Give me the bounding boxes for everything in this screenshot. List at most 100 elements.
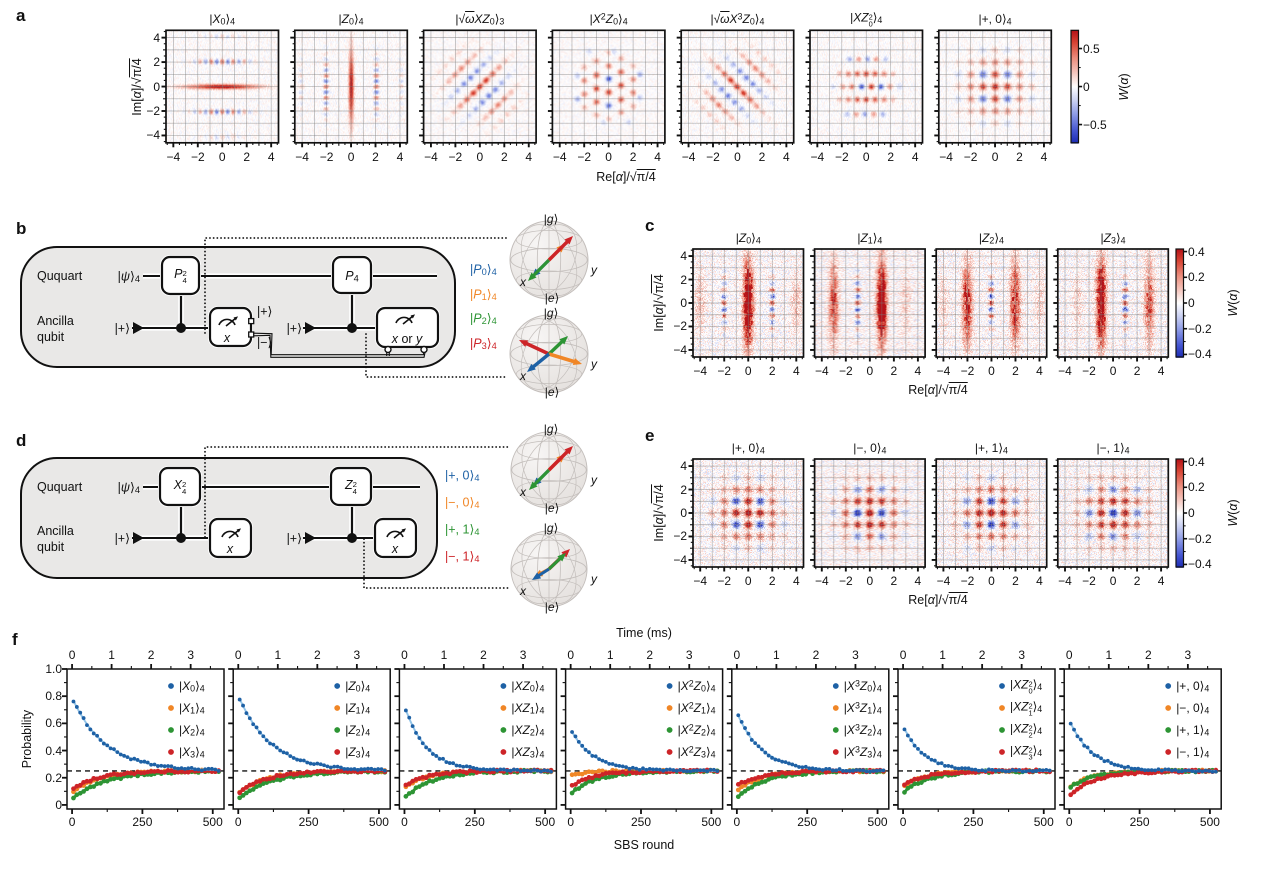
- f-top-tick-label: 1: [440, 648, 448, 662]
- state-legend-label: |P2⟩4: [470, 311, 497, 327]
- f-legend-label: |X2Z2⟩4: [677, 722, 716, 738]
- y-tick-label: 0: [680, 296, 687, 310]
- wigner-title: |−, 1⟩4: [1096, 441, 1130, 456]
- f-legend-label: |X3⟩4: [179, 745, 205, 760]
- axis-label-im-alpha: Im[α]/√π/4: [652, 274, 666, 332]
- y-tick-label: 4: [680, 459, 687, 474]
- f-x-tick-label: 500: [368, 815, 389, 829]
- x-tick-label: 0: [1109, 574, 1117, 588]
- x-tick-label: −2: [960, 364, 975, 378]
- f-legend-label: |X0⟩4: [179, 679, 205, 694]
- f-legend-label: |Z3⟩4: [345, 745, 371, 760]
- f-x-tick-label: 500: [535, 815, 556, 829]
- x-tick-label: −2: [577, 150, 592, 164]
- measurement-basis-label-1: x: [226, 542, 234, 556]
- x-tick-label: 0: [1109, 364, 1117, 378]
- f-legend-label: |X3Z1⟩4: [843, 700, 882, 716]
- f-x-tick-label: 250: [464, 815, 485, 829]
- wigner-title-a5: |XZ 2 0 ⟩4: [850, 10, 883, 29]
- panel-b-letter: b: [16, 219, 27, 238]
- x-tick-label: 4: [654, 150, 661, 164]
- f-legend-label: |XZ 2 3 ⟩4: [1010, 743, 1043, 762]
- x-tick-label: −2: [960, 574, 975, 588]
- f-top-tick-label: 0: [1065, 648, 1073, 662]
- x-tick-label: 4: [1040, 150, 1048, 164]
- f-y-tick-label: 1.0: [45, 662, 62, 676]
- f-x-tick-label: 0: [899, 815, 907, 829]
- x-tick-label: 2: [890, 574, 898, 588]
- f-legend-label: |X3Z2⟩4: [843, 722, 882, 738]
- f-legend-label: |XZ0⟩4: [511, 679, 545, 694]
- bloch-x-label: x: [520, 275, 526, 289]
- f-x-tick-label: 0: [234, 815, 242, 829]
- colorbar-tick-label: −0.2: [1188, 321, 1212, 336]
- measurement-basis-label-1: x: [223, 331, 231, 345]
- x-tick-label: −4: [814, 364, 829, 378]
- y-tick-label: −2: [146, 104, 160, 118]
- f-legend-label: |X3Z0⟩4: [843, 678, 882, 694]
- wigner-title: |Z2⟩4: [978, 231, 1004, 246]
- f-legend-label: |XZ1⟩4: [511, 701, 545, 716]
- wigner-title-a2: |√ωXZ0⟩3: [455, 12, 505, 27]
- state-legend-label: |P1⟩4: [470, 287, 497, 302]
- x-tick-label: −2: [190, 150, 205, 164]
- f-top-tick-label: 2: [646, 648, 654, 662]
- x-tick-label: 4: [1157, 364, 1165, 378]
- f-x-tick-label: 0: [733, 815, 741, 829]
- f-x-tick-label: 250: [630, 815, 652, 829]
- y-tick-label: −4: [146, 128, 160, 143]
- colorbar-label: W(α): [1226, 499, 1240, 527]
- x-tick-label: −4: [1058, 364, 1072, 378]
- f-legend-label: |X2Z3⟩4: [677, 744, 716, 760]
- bloch-y-label: y: [591, 263, 597, 277]
- x-tick-label: −4: [693, 364, 708, 378]
- f-x-tick-label: 500: [701, 815, 722, 829]
- x-tick-label: 2: [500, 150, 508, 164]
- f-legend-label: |XZ3⟩4: [511, 745, 545, 760]
- x-tick-label: −4: [939, 150, 953, 164]
- measurement-basis-label-2: x or y: [391, 332, 423, 346]
- x-tick-label: −4: [814, 574, 829, 588]
- x-tick-label: −4: [936, 364, 951, 378]
- psi-state-label: |ψ⟩4: [117, 269, 140, 285]
- f-top-tick-label: 2: [147, 648, 155, 662]
- f-top-tick-label: 1: [1105, 648, 1113, 662]
- ancilla-label-line2: qubit: [37, 330, 65, 344]
- measurement-basis-label-2: x: [391, 542, 399, 556]
- x-tick-label: 0: [744, 574, 752, 588]
- wigner-title: |Z1⟩4: [857, 231, 883, 246]
- x-tick-label: 2: [768, 574, 776, 588]
- x-tick-label: 2: [243, 150, 251, 164]
- f-top-tick-label: 3: [519, 648, 527, 662]
- f-top-tick-label: 3: [1018, 648, 1025, 662]
- meas-out-plus-label: |+⟩: [257, 304, 273, 319]
- f-top-tick-label: 2: [978, 648, 986, 662]
- f-top-tick-label: 3: [852, 648, 859, 662]
- wigner-title: |+, 0⟩4: [731, 441, 765, 456]
- f-top-tick-label: 1: [606, 648, 614, 662]
- f-x-tick-label: 250: [797, 815, 818, 829]
- x-tick-label: 2: [1012, 364, 1019, 378]
- f-top-tick-label: 0: [733, 648, 741, 662]
- f-x-tick-label: 0: [68, 815, 76, 829]
- bloch-e-label: |e⟩: [544, 501, 560, 515]
- y-tick-label: −4: [673, 552, 687, 567]
- colorbar-tick-label: 0.2: [1188, 480, 1205, 495]
- x-tick-label: 2: [887, 150, 895, 164]
- x-tick-label: −2: [717, 574, 732, 588]
- f-x-tick-label: 250: [132, 815, 153, 829]
- f-top-tick-label: 2: [812, 648, 820, 662]
- f-y-tick-label: 0.8: [45, 689, 62, 704]
- x-tick-label: −4: [552, 150, 567, 164]
- x-tick-label: 0: [734, 150, 741, 164]
- y-tick-label: 2: [153, 55, 160, 70]
- f-legend-label: |X2Z1⟩4: [677, 700, 716, 716]
- x-tick-label: 2: [1133, 364, 1141, 378]
- f-top-tick-label: 3: [353, 648, 361, 662]
- x-tick-label: 0: [476, 150, 484, 164]
- bloch-g-label: |g⟩: [543, 521, 559, 535]
- axis-label-probability: Probability: [20, 709, 34, 769]
- x-tick-label: 0: [605, 150, 612, 164]
